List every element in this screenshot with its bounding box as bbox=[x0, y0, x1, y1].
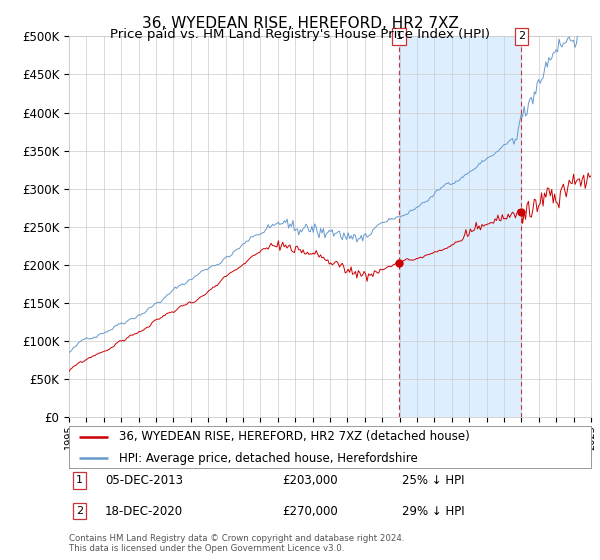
Text: 36, WYEDEAN RISE, HEREFORD, HR2 7XZ: 36, WYEDEAN RISE, HEREFORD, HR2 7XZ bbox=[142, 16, 458, 31]
Text: 2: 2 bbox=[518, 31, 525, 41]
Text: Price paid vs. HM Land Registry's House Price Index (HPI): Price paid vs. HM Land Registry's House … bbox=[110, 28, 490, 41]
Text: 2: 2 bbox=[76, 506, 83, 516]
Text: 25% ↓ HPI: 25% ↓ HPI bbox=[402, 474, 464, 487]
Text: Contains HM Land Registry data © Crown copyright and database right 2024.
This d: Contains HM Land Registry data © Crown c… bbox=[69, 534, 404, 553]
Text: 29% ↓ HPI: 29% ↓ HPI bbox=[402, 505, 464, 518]
Text: £203,000: £203,000 bbox=[282, 474, 338, 487]
Bar bbox=[399, 36, 521, 417]
Text: 1: 1 bbox=[395, 31, 403, 41]
Text: 36, WYEDEAN RISE, HEREFORD, HR2 7XZ (detached house): 36, WYEDEAN RISE, HEREFORD, HR2 7XZ (det… bbox=[119, 431, 469, 444]
Text: 05-DEC-2013: 05-DEC-2013 bbox=[105, 474, 183, 487]
Text: HPI: Average price, detached house, Herefordshire: HPI: Average price, detached house, Here… bbox=[119, 452, 418, 465]
Text: £270,000: £270,000 bbox=[282, 505, 338, 518]
Text: 18-DEC-2020: 18-DEC-2020 bbox=[105, 505, 183, 518]
Text: 1: 1 bbox=[76, 475, 83, 486]
